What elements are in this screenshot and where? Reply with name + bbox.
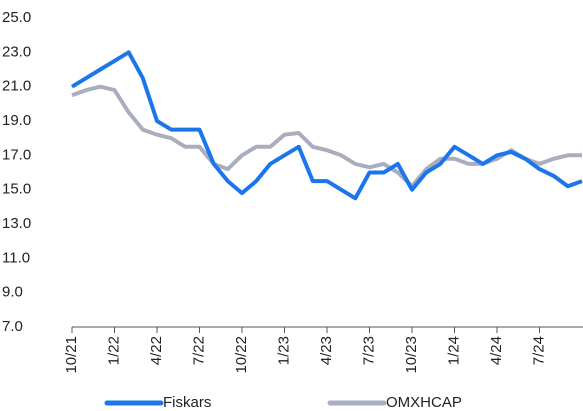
- x-tick-label: 10/22: [233, 336, 250, 374]
- y-tick-label: 17.0: [2, 146, 31, 163]
- series-line: [70, 50, 583, 201]
- x-tick-label: 4/24: [488, 336, 505, 365]
- x-tick-label: 1/24: [445, 336, 462, 365]
- x-tick-label: 4/22: [148, 336, 165, 365]
- x-tick-label: 7/23: [360, 336, 377, 365]
- x-tick-label: 1/23: [275, 336, 292, 365]
- y-tick-label: 21.0: [2, 78, 31, 95]
- x-tick-label: 1/22: [105, 336, 122, 365]
- legend-label: Fiskars: [163, 394, 211, 411]
- y-tick-label: 23.0: [2, 43, 31, 60]
- y-tick-label: 11.0: [2, 249, 30, 266]
- x-tick-label: 7/24: [530, 336, 547, 365]
- y-tick-label: 13.0: [2, 215, 31, 232]
- series-line: [71, 84, 582, 189]
- x-tick-label: 4/23: [318, 336, 335, 365]
- legend-label: OMXHCAP: [386, 394, 462, 411]
- y-tick-label: 25.0: [2, 9, 31, 26]
- y-tick-label: 19.0: [2, 112, 31, 129]
- y-tick-label: 7.0: [2, 318, 23, 335]
- y-tick-label: 9.0: [2, 284, 23, 301]
- x-tick-label: 7/22: [190, 336, 207, 365]
- x-tick-label: 10/23: [403, 336, 420, 374]
- x-tick-label: 10/21: [63, 336, 80, 374]
- y-tick-label: 15.0: [2, 181, 31, 198]
